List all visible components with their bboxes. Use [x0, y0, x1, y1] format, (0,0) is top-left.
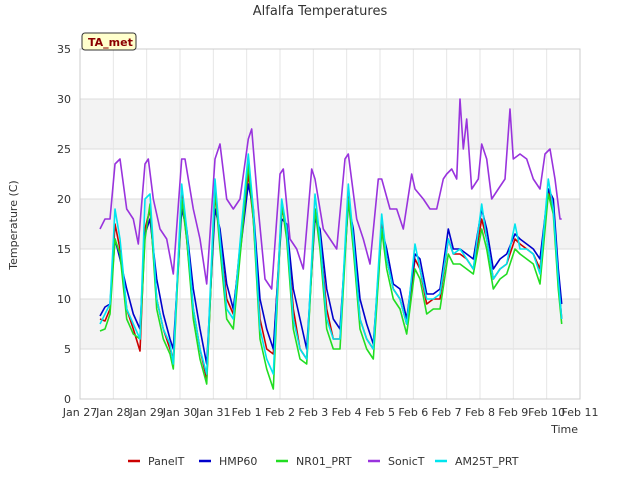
series-line-nr01-prt: [99, 163, 563, 390]
legend-label-nr01-prt: NR01_PRT: [296, 455, 352, 468]
background-bands: [80, 99, 580, 349]
x-axis-label: Time: [550, 423, 578, 436]
ta-met-badge: TA_met: [81, 32, 137, 51]
y-tick-label-2: 10: [57, 293, 71, 306]
legend-label-panelt: PanelT: [148, 455, 185, 468]
legend-label-sonict: SonicT: [388, 455, 425, 468]
legend-label-am25t-prt: AM25T_PRT: [455, 455, 519, 468]
x-tick-label-2: Jan 29: [128, 406, 163, 419]
series-line-sonict: [99, 98, 562, 290]
x-tick-label-14: Feb 10: [528, 406, 565, 419]
band-3: [80, 199, 580, 249]
x-tick-label-15: Feb 11: [562, 406, 599, 419]
legend: PanelT HMP60 NR01_PRT SonicT AM25T_PRT: [128, 455, 519, 468]
badge-box: [81, 32, 137, 51]
badge-label: TA_met: [88, 36, 133, 49]
plot-frame: [79, 48, 581, 400]
y-tick-label-7: 35: [57, 43, 71, 56]
legend-label-hmp60: HMP60: [219, 455, 257, 468]
x-tick-label-11: Feb 7: [432, 406, 462, 419]
chart-title: Alfalfa Temperatures: [253, 4, 388, 19]
y-tick-label-0: 0: [64, 393, 71, 406]
y-tick-label-5: 25: [57, 143, 71, 156]
x-tick-label-6: Feb 2: [265, 406, 295, 419]
series-layer: [99, 98, 563, 390]
y-tick-label-3: 15: [57, 243, 71, 256]
x-tick-label-13: Feb 9: [498, 406, 528, 419]
x-tick-label-5: Feb 1: [232, 406, 262, 419]
x-tick-label-1: Jan 28: [95, 406, 130, 419]
y-tick-label-1: 5: [64, 343, 71, 356]
x-tick-label-7: Feb 3: [298, 406, 328, 419]
x-tick-label-3: Jan 30: [162, 406, 197, 419]
x-tick-label-8: Feb 4: [332, 406, 362, 419]
series-line-hmp60: [99, 183, 563, 365]
y-tick-label-4: 20: [57, 193, 71, 206]
y-axis-ticks: 0 5 10 15 20 25 30 35: [57, 43, 71, 406]
x-tick-label-9: Feb 5: [365, 406, 395, 419]
x-tick-label-0: Jan 27: [62, 406, 97, 419]
x-tick-label-10: Feb 6: [398, 406, 428, 419]
x-tick-label-12: Feb 8: [465, 406, 495, 419]
y-axis-label: Temperature (C): [7, 180, 20, 270]
series-line-am25t-prt: [99, 153, 563, 375]
band-5: [80, 99, 580, 149]
x-tick-label-4: Jan 31: [195, 406, 230, 419]
y-tick-label-6: 30: [57, 93, 71, 106]
